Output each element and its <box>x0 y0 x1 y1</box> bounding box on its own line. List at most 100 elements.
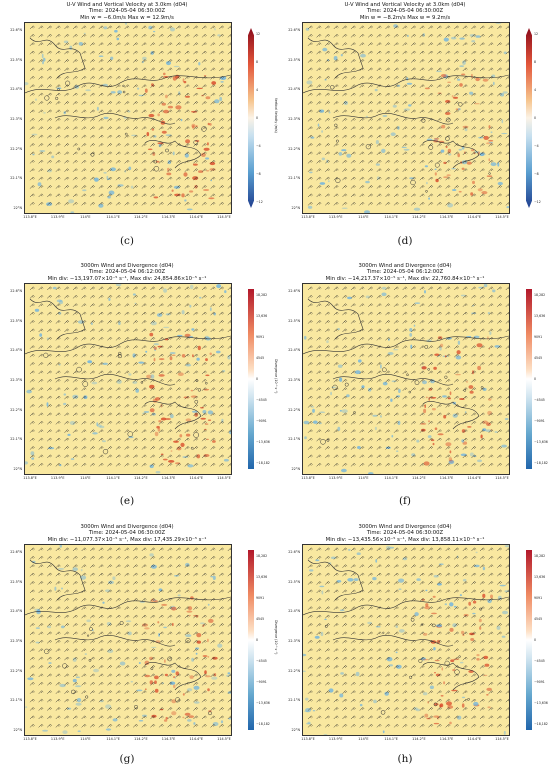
negative-anomaly <box>458 148 462 151</box>
wind-barb <box>307 303 313 307</box>
wind-barb <box>133 421 138 425</box>
positive-anomaly <box>193 163 198 166</box>
island <box>185 638 191 644</box>
wind-barb <box>402 67 408 72</box>
wind-barb <box>402 25 408 30</box>
negative-anomaly <box>398 588 402 590</box>
wind-barb <box>307 134 313 139</box>
wind-barb <box>219 656 224 661</box>
wind-barb <box>193 690 199 694</box>
wind-barb <box>64 715 70 720</box>
wind-barb <box>462 404 468 408</box>
wind-barb <box>107 606 113 610</box>
wind-barb <box>201 606 207 610</box>
wind-barb <box>81 463 87 467</box>
colorbar <box>248 28 254 208</box>
wind-barb <box>210 707 216 711</box>
wind-barb <box>72 118 78 122</box>
wind-barb <box>454 25 459 30</box>
negative-anomaly <box>444 603 447 606</box>
wind-barb <box>419 614 425 619</box>
wind-barb <box>376 295 382 299</box>
wind-barb <box>325 320 330 324</box>
wind-barb <box>141 614 147 619</box>
wind-barb <box>350 328 356 333</box>
wind-barb <box>428 160 434 164</box>
positive-anomaly <box>183 172 188 177</box>
wind-barb <box>393 185 399 189</box>
wind-barb <box>454 345 459 349</box>
wind-barb <box>47 353 52 358</box>
wind-barb <box>350 454 356 459</box>
wind-barb <box>184 303 190 307</box>
wind-barb <box>55 648 61 652</box>
negative-anomaly <box>153 343 159 346</box>
wind-barb <box>81 320 87 324</box>
wind-barb <box>411 421 416 425</box>
wind-barb <box>393 665 399 669</box>
wind-barb <box>497 320 502 324</box>
wind-barb <box>479 404 485 408</box>
wind-barb <box>497 648 502 652</box>
positive-anomaly <box>486 687 492 691</box>
wind-barb <box>81 690 87 694</box>
wind-barb <box>436 682 442 686</box>
wind-barb <box>64 648 70 652</box>
wind-barb <box>445 640 451 644</box>
wind-barb <box>316 59 322 63</box>
positive-anomaly <box>151 83 154 87</box>
wind-barb <box>90 126 95 130</box>
wind-barb <box>158 640 164 644</box>
wind-barb <box>445 395 451 400</box>
wind-barb <box>98 454 104 459</box>
wind-barb <box>316 640 322 644</box>
wind-barb <box>307 185 313 189</box>
wind-barb <box>115 151 121 156</box>
wind-barb <box>325 547 330 552</box>
wind-barb <box>385 556 391 560</box>
wind-barb <box>376 320 382 324</box>
positive-anomaly <box>161 130 167 134</box>
negative-anomaly <box>451 168 456 170</box>
wind-barb <box>210 168 216 172</box>
wind-barb <box>227 665 231 669</box>
wind-barb <box>158 564 164 568</box>
wind-barb <box>107 395 113 400</box>
wind-barb <box>342 202 348 206</box>
positive-anomaly <box>462 634 465 636</box>
wind-barb <box>428 682 434 686</box>
wind-barb <box>325 193 330 198</box>
wind-barb <box>55 682 61 686</box>
wind-barb <box>419 724 425 728</box>
negative-anomaly <box>199 296 202 299</box>
wind-barb <box>479 193 485 198</box>
wind-barb <box>176 25 181 30</box>
wind-barb <box>385 547 391 552</box>
wind-barb <box>64 76 70 80</box>
negative-anomaly <box>156 313 163 317</box>
wind-barb <box>176 109 181 114</box>
wind-barb <box>184 25 190 30</box>
wind-barb <box>167 362 173 366</box>
wind-barb <box>350 648 356 652</box>
wind-barb <box>359 311 365 316</box>
wind-barb <box>436 328 442 333</box>
wind-barb <box>90 698 95 703</box>
wind-barb <box>124 295 130 299</box>
wind-barb <box>219 412 224 417</box>
wind-barb <box>342 421 348 425</box>
wind-barb <box>227 547 231 552</box>
wind-barb <box>90 370 95 375</box>
wind-barb <box>47 623 52 627</box>
wind-barb <box>454 581 459 585</box>
panel-title-line: Min div: −13,435.56×10⁻⁵ s⁻¹, Max div: 1… <box>325 536 485 543</box>
wind-barb <box>201 556 207 560</box>
colorbar <box>526 550 532 730</box>
negative-anomaly <box>319 585 325 588</box>
wind-barb <box>115 412 121 417</box>
positive-anomaly <box>206 438 209 441</box>
wind-barb <box>333 25 339 30</box>
wind-barb <box>385 581 391 585</box>
wind-barb <box>167 690 173 694</box>
negative-anomaly <box>501 119 504 124</box>
